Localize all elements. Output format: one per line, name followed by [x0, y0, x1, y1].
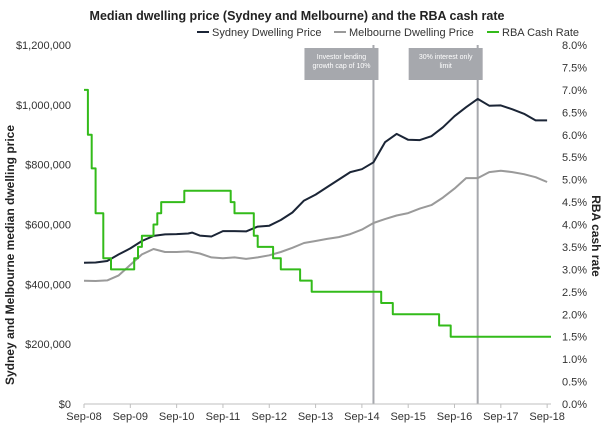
y2-tick-label: 8.0% — [562, 40, 587, 52]
legend-label-rba: RBA Cash Rate — [502, 27, 579, 39]
x-tick-label: Sep-11 — [206, 411, 241, 423]
y2-axis-title: RBA cash rate — [589, 195, 603, 277]
y-tick-label: $200,000 — [25, 339, 71, 351]
y2-tick-label: 4.0% — [562, 220, 587, 232]
annotation-text: growth cap of 10% — [312, 63, 370, 70]
annotation-text: limit — [439, 63, 451, 70]
y2-tick-label: 5.0% — [562, 175, 587, 187]
y2-tick-label: 4.5% — [562, 197, 587, 209]
axes-layer: $0 $200,000 $400,000 $600,000 $800,000 $1,000… — [16, 40, 587, 423]
y2-tick-label: 2.5% — [562, 287, 587, 299]
y2-tick-label: 7.5% — [562, 62, 587, 74]
y-tick-label: $1,000,000 — [16, 100, 71, 112]
series-line-rba — [84, 88, 551, 338]
y2-tick-label: 6.0% — [562, 130, 587, 142]
x-tick-label: Sep-15 — [390, 411, 425, 423]
y2-tick-label: 0.0% — [562, 399, 587, 411]
legend-label-melbourne: Melbourne Dwelling Price — [349, 27, 474, 39]
x-tick-label: Sep-09 — [113, 411, 148, 423]
y-tick-label: $400,000 — [25, 279, 71, 291]
y2-tick-label: 3.0% — [562, 264, 587, 276]
x-tick-label: Sep-14 — [344, 411, 379, 423]
x-tick-label: Sep-18 — [529, 411, 564, 423]
y2-tick-label: 0.5% — [562, 377, 587, 389]
annotation-box — [408, 48, 483, 80]
x-tick-label: Sep-12 — [252, 411, 287, 423]
series-line-sydney — [83, 97, 548, 264]
y2-tick-label: 2.0% — [562, 309, 587, 321]
y2-tick-label: 1.5% — [562, 332, 587, 344]
annotation-text: Investor lending — [317, 54, 367, 61]
y2-tick-label: 5.5% — [562, 152, 587, 164]
y-tick-label: $1,200,000 — [16, 40, 71, 52]
y2-tick-label: 1.0% — [562, 354, 587, 366]
series-line-melbourne — [83, 169, 548, 282]
x-tick-label: Sep-10 — [159, 411, 194, 423]
annotation-text: 30% interest only — [419, 54, 473, 61]
y-tick-label: $600,000 — [25, 220, 71, 232]
annotations-layer: Investor lending growth cap of 10% 30% int… — [304, 45, 483, 404]
x-tick-label: Sep-17 — [483, 411, 518, 423]
x-tick-label: Sep-13 — [298, 411, 333, 423]
y2-tick-label: 7.0% — [562, 85, 587, 97]
series-layer — [83, 88, 551, 338]
x-tick-label: Sep-08 — [66, 411, 101, 423]
y-tick-label: $800,000 — [25, 160, 71, 172]
legend-label-sydney: Sydney Dwelling Price — [212, 27, 321, 39]
chart-legend: Sydney Dwelling Price Melbourne Dwelling … — [197, 27, 579, 39]
y-axis-title: Sydney and Melbourne median dwelling pri… — [3, 125, 17, 385]
chart-title: Median dwelling price (Sydney and Melbou… — [90, 9, 505, 23]
y2-tick-label: 6.5% — [562, 107, 587, 119]
annotation-box — [304, 48, 379, 80]
y2-tick-label: 3.5% — [562, 242, 587, 254]
x-tick-label: Sep-16 — [437, 411, 472, 423]
y-tick-label: $0 — [59, 399, 71, 411]
